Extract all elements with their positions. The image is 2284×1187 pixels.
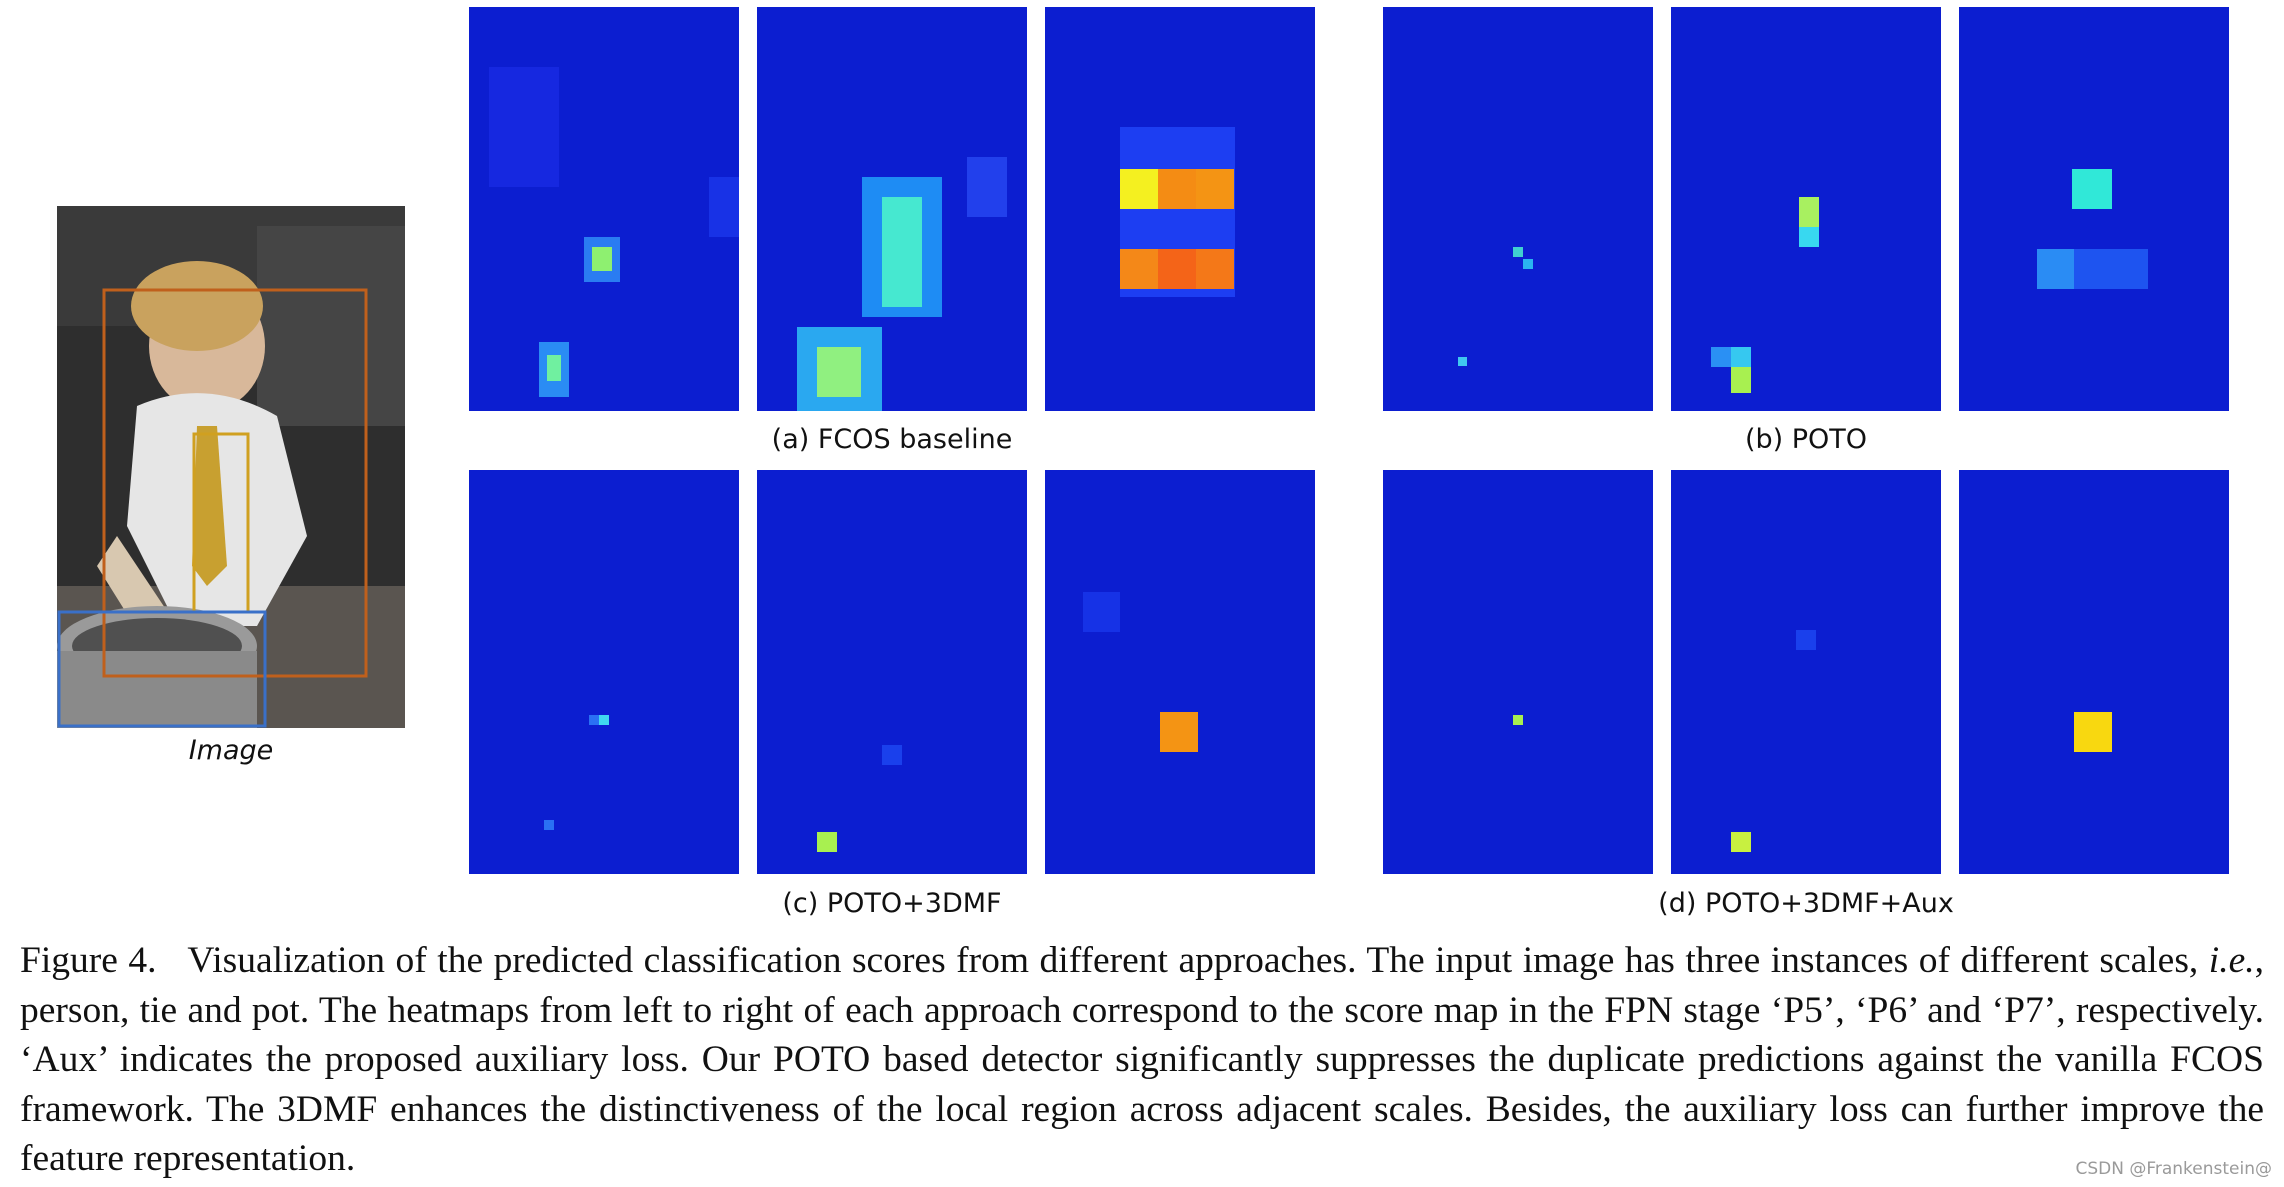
heatmap-b-p7 bbox=[1959, 7, 2229, 411]
subfigure-label-a: (a) FCOS baseline bbox=[771, 424, 1013, 455]
caption-ie: i.e. bbox=[2208, 940, 2255, 981]
subfigure-label-b: (b) POTO bbox=[1744, 424, 1868, 455]
heatmap-a-p6 bbox=[757, 7, 1027, 411]
heatmap-b-p5 bbox=[1383, 7, 1653, 411]
person-bounding-box bbox=[102, 288, 368, 678]
heatmap-d-p7 bbox=[1959, 470, 2229, 874]
heatmap-d-p6 bbox=[1671, 470, 1941, 874]
input-image-drawing bbox=[57, 206, 405, 728]
input-image bbox=[57, 206, 405, 728]
figure-number: Figure 4. bbox=[20, 940, 157, 981]
heatmap-a-p5 bbox=[469, 7, 739, 411]
caption-text-2: , person, tie and pot. The heatmaps from… bbox=[20, 940, 2264, 1179]
image-label: Image bbox=[188, 735, 274, 766]
heatmap-c-p5 bbox=[469, 470, 739, 874]
heatmap-c-p6 bbox=[757, 470, 1027, 874]
caption-text-1: Visualization of the predicted classific… bbox=[187, 940, 2209, 981]
figure-caption: Figure 4. Visualization of the predicted… bbox=[20, 936, 2264, 1184]
pot-bounding-box bbox=[57, 610, 267, 728]
heatmap-b-p6 bbox=[1671, 7, 1941, 411]
watermark: CSDN @Frankenstein@ bbox=[2075, 1159, 2272, 1179]
heatmap-c-p7 bbox=[1045, 470, 1315, 874]
heatmap-d-p5 bbox=[1383, 470, 1653, 874]
subfigure-label-d: (d) POTO+3DMF+Aux bbox=[1658, 888, 1954, 919]
heatmap-a-p7 bbox=[1045, 7, 1315, 411]
subfigure-label-c: (c) POTO+3DMF bbox=[782, 888, 1002, 919]
